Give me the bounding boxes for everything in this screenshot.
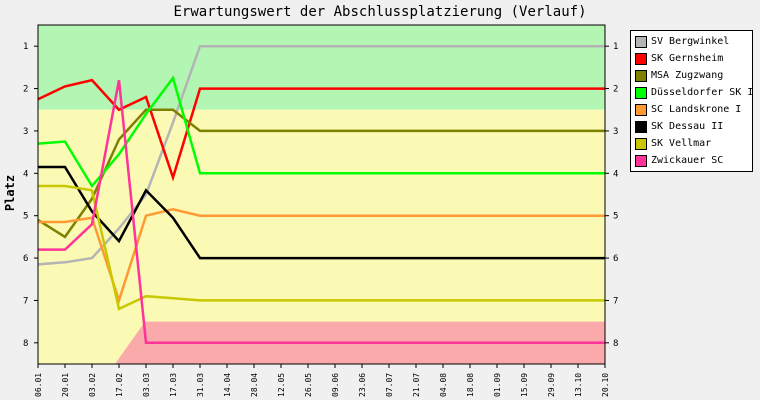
x-tick-label: 03.02 [88,373,97,397]
y-tick-label-left: 4 [23,169,28,179]
y-tick-label-left: 7 [23,296,28,306]
legend-label: SK Dessau II [651,121,724,132]
x-tick-label: 20.01 [61,373,70,397]
series-line-7 [38,184,605,311]
y-tick-label-left: 5 [23,212,28,222]
legend-label: Zwickauer SC [651,155,724,166]
x-tick-label: 06.01 [34,373,43,397]
zone-promotion [38,25,605,110]
legend-label: SV Bergwinkel [651,36,730,47]
x-tick-label: 01.09 [493,373,502,397]
x-tick-label: 23.06 [358,373,367,397]
x-tick-label: 07.07 [385,373,394,397]
legend-swatch [635,154,647,167]
y-tick-label-left: 2 [23,85,28,95]
x-tick-label: 12.05 [277,373,286,397]
legend-label: SK Vellmar [651,138,712,149]
chart-title: Erwartungswert der Abschlussplatzierung … [173,4,587,20]
y-tick-label-right: 3 [613,127,618,137]
x-tick-label: 17.02 [115,373,124,397]
x-tick-label: 18.08 [466,373,475,397]
legend: SV Bergwinkel SK Gernsheim MSA Zugzwang Düs… [630,30,753,172]
x-tick-label: 20.10 [601,373,610,397]
series-line-2 [37,78,605,182]
legend-swatch [635,120,647,133]
x-tick-label: 28.04 [250,373,259,397]
x-tick-label: 15.09 [520,373,529,397]
series-line-8 [38,79,605,345]
legend-item: Zwickauer SC [631,152,752,169]
y-tick-label-left: 1 [23,42,28,52]
y-tick-label-right: 6 [613,254,618,264]
legend-swatch [635,137,647,150]
legend-item: SK Dessau II [631,118,752,135]
legend-label: MSA Zugzwang [651,70,724,81]
legend-label: SC Landskrone I [651,104,742,115]
y-tick-label-right: 2 [613,85,618,95]
series-line-4 [37,75,605,189]
legend-swatch [635,103,647,116]
series-line-3 [37,108,605,239]
legend-item: SK Gernsheim [631,50,752,67]
series-line-5 [38,208,605,305]
x-tick-label: 13.10 [574,373,583,397]
y-tick-label-right: 7 [613,296,618,306]
x-tick-label: 17.03 [169,373,178,397]
legend-item: Düsseldorfer SK I [631,84,754,101]
y-tick-label-right: 5 [613,212,618,222]
legend-item: MSA Zugzwang [631,67,752,84]
x-tick-label: 09.06 [331,373,340,397]
x-tick-label: 03.03 [142,373,151,397]
legend-item: SK Vellmar [631,135,752,152]
legend-swatch [635,35,647,48]
y-tick-label-right: 1 [613,42,618,52]
x-tick-label: 26.05 [304,373,313,397]
y-tick-label-left: 6 [23,254,28,264]
legend-label: Düsseldorfer SK I [651,87,754,98]
y-tick-label-right: 4 [613,169,618,179]
y-tick-label-left: 3 [23,127,28,137]
x-tick-label: 31.03 [196,373,205,397]
legend-swatch [635,52,647,65]
legend-item: SC Landskrone I [631,101,752,118]
legend-swatch [635,86,647,99]
legend-item: SV Bergwinkel [631,33,752,50]
legend-swatch [635,69,647,82]
legend-label: SK Gernsheim [651,53,724,64]
x-tick-label: 29.09 [547,373,556,397]
y-tick-label-left: 8 [23,339,28,349]
x-tick-label: 21.07 [412,373,421,397]
x-tick-label: 04.08 [439,373,448,397]
y-tick-label-right: 8 [613,339,618,349]
plot-border [37,24,606,365]
x-tick-label: 14.04 [223,373,232,397]
